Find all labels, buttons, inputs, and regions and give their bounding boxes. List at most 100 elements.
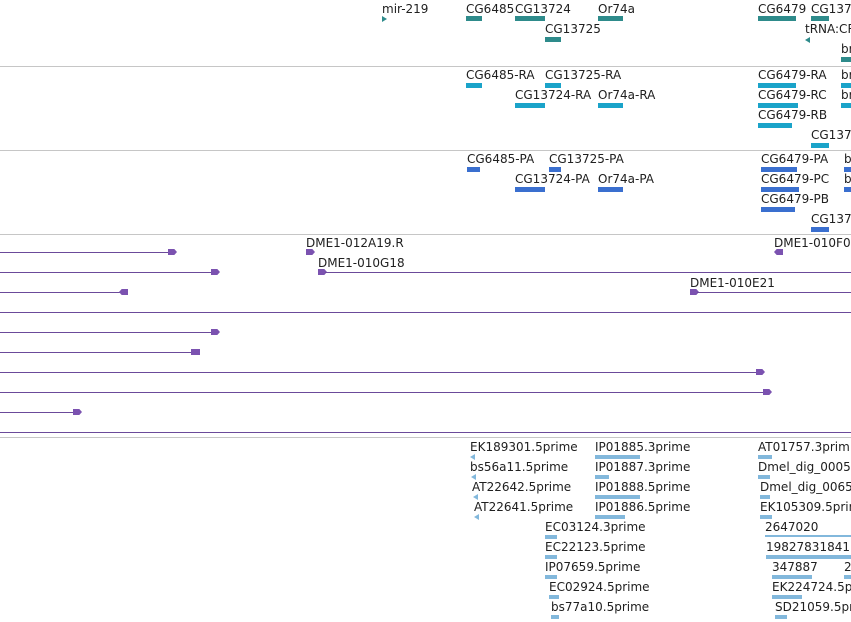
gene-label[interactable]: tRNA:CR: [805, 22, 851, 36]
est-label[interactable]: 2: [844, 560, 851, 574]
est-label[interactable]: 2647020: [765, 520, 819, 534]
est-glyph[interactable]: [545, 575, 557, 579]
est-label[interactable]: Dmel_dig_0065: [760, 480, 851, 494]
transcript-label[interactable]: Or74a-RA: [598, 88, 656, 102]
est-label[interactable]: IP01885.3prime: [595, 440, 691, 454]
est-label[interactable]: EC03124.3prime: [545, 520, 646, 534]
est-label[interactable]: 347887: [772, 560, 818, 574]
est-glyph[interactable]: [765, 535, 851, 537]
est-glyph[interactable]: [551, 615, 559, 619]
clone-line[interactable]: [0, 292, 125, 293]
protein-label[interactable]: CG6485-PA: [467, 152, 535, 166]
clone-line[interactable]: [0, 392, 768, 393]
transcript-glyph[interactable]: [515, 103, 545, 108]
gene-label[interactable]: CG6479: [758, 2, 807, 16]
est-glyph[interactable]: [595, 495, 640, 499]
clone-end[interactable]: [73, 409, 82, 415]
gene-glyph[interactable]: [598, 16, 623, 21]
est-label[interactable]: bs77a10.5prime: [551, 600, 650, 614]
est-glyph[interactable]: [470, 454, 475, 460]
clone-line[interactable]: [697, 292, 851, 293]
est-glyph[interactable]: [595, 515, 625, 519]
transcript-label[interactable]: br: [841, 68, 851, 82]
clone-end[interactable]: [211, 329, 220, 335]
clone-label[interactable]: DME1-010F0: [774, 236, 851, 250]
transcript-glyph[interactable]: [758, 83, 796, 88]
est-glyph[interactable]: [549, 595, 559, 599]
transcript-label[interactable]: CG137: [811, 128, 851, 142]
gene-label[interactable]: CG6485: [466, 2, 515, 16]
clone-end[interactable]: [774, 249, 783, 255]
protein-glyph[interactable]: [598, 187, 623, 192]
est-glyph[interactable]: [844, 575, 851, 579]
protein-glyph[interactable]: [811, 227, 829, 232]
gene-label[interactable]: CG13724: [515, 2, 571, 16]
gene-glyph[interactable]: [382, 16, 387, 22]
gene-glyph[interactable]: [758, 16, 796, 21]
clone-label[interactable]: DME1-010G18: [318, 256, 405, 270]
est-glyph[interactable]: [760, 515, 772, 519]
protein-label[interactable]: CG13725-PA: [549, 152, 624, 166]
clone-line[interactable]: [0, 332, 214, 333]
clone-line[interactable]: [0, 252, 172, 253]
gene-glyph[interactable]: [545, 37, 561, 42]
est-label[interactable]: EC02924.5prime: [549, 580, 650, 594]
est-glyph[interactable]: [758, 455, 772, 459]
clone-end[interactable]: [306, 249, 315, 255]
est-glyph[interactable]: [545, 535, 557, 539]
gene-label[interactable]: CG13725: [545, 22, 601, 36]
clone-end[interactable]: [690, 289, 699, 295]
est-label[interactable]: SD21059.5pr: [775, 600, 851, 614]
transcript-glyph[interactable]: [545, 83, 561, 88]
clone-end[interactable]: [211, 269, 220, 275]
clone-line[interactable]: [0, 412, 76, 413]
gene-label[interactable]: CG137: [811, 2, 851, 16]
transcript-label[interactable]: CG6479-RB: [758, 108, 828, 122]
protein-glyph[interactable]: [467, 167, 480, 172]
est-glyph[interactable]: [471, 474, 476, 480]
est-label[interactable]: EC22123.5prime: [545, 540, 646, 554]
est-label[interactable]: bs56a11.5prime: [470, 460, 569, 474]
clone-line[interactable]: [0, 432, 851, 433]
est-label[interactable]: AT01757.3prim: [758, 440, 850, 454]
est-glyph[interactable]: [595, 475, 609, 479]
clone-end[interactable]: [119, 289, 128, 295]
transcript-label[interactable]: CG13725-RA: [545, 68, 622, 82]
est-glyph[interactable]: [595, 455, 640, 459]
est-label[interactable]: IP01886.5prime: [595, 500, 691, 514]
gene-label[interactable]: br: [841, 42, 851, 56]
protein-glyph[interactable]: [761, 187, 799, 192]
est-glyph[interactable]: [760, 495, 770, 499]
protein-glyph[interactable]: [549, 167, 561, 172]
clone-end[interactable]: [168, 249, 177, 255]
transcript-glyph[interactable]: [758, 123, 792, 128]
transcript-glyph[interactable]: [811, 143, 829, 148]
gene-glyph[interactable]: [811, 16, 829, 21]
clone-line[interactable]: [0, 372, 762, 373]
clone-end[interactable]: [318, 269, 327, 275]
est-label[interactable]: IP01887.3prime: [595, 460, 691, 474]
protein-label[interactable]: CG6479-PB: [761, 192, 830, 206]
clone-end[interactable]: [191, 349, 200, 355]
protein-label[interactable]: Or74a-PA: [598, 172, 655, 186]
gene-label[interactable]: mir-219: [382, 2, 429, 16]
clone-end[interactable]: [763, 389, 772, 395]
protein-glyph[interactable]: [761, 207, 795, 212]
est-glyph[interactable]: [772, 575, 812, 579]
est-label[interactable]: AT22641.5prime: [474, 500, 574, 514]
est-label[interactable]: EK189301.5prime: [470, 440, 578, 454]
transcript-glyph[interactable]: [841, 83, 851, 88]
gene-glyph[interactable]: [841, 57, 851, 62]
clone-label[interactable]: DME1-012A19.R: [306, 236, 404, 250]
est-glyph[interactable]: [473, 494, 478, 500]
protein-label[interactable]: CG137: [811, 212, 851, 226]
est-glyph[interactable]: [766, 555, 851, 559]
est-label[interactable]: Dmel_dig_0005: [758, 460, 851, 474]
protein-label[interactable]: CG13724-PA: [515, 172, 590, 186]
est-label[interactable]: EK224724.5p: [772, 580, 851, 594]
est-glyph[interactable]: [474, 514, 479, 520]
protein-label[interactable]: b: [844, 172, 851, 186]
gene-glyph[interactable]: [466, 16, 482, 21]
clone-line[interactable]: [0, 312, 851, 313]
gene-glyph[interactable]: [805, 37, 810, 43]
